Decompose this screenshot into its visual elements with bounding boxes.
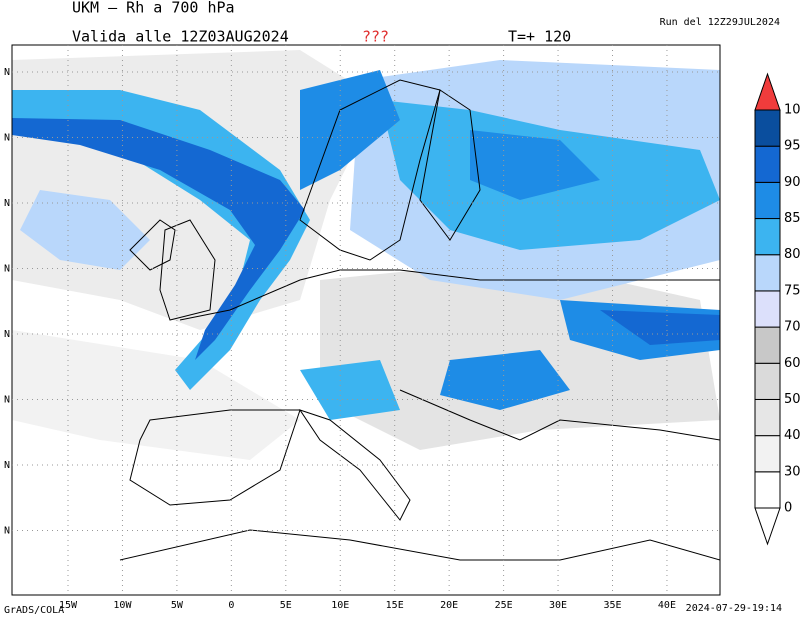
forecast-step: T=+ 120 [508, 28, 571, 46]
lat-label: N [4, 198, 10, 209]
lat-label: N [4, 329, 10, 340]
colorbar-label: 85 [784, 211, 800, 226]
lon-label: 0 [228, 600, 234, 611]
colorbar-bin [754, 362, 781, 400]
lon-label: 5W [171, 600, 184, 611]
lon-label: 10W [113, 600, 132, 611]
lat-label: N [4, 460, 10, 471]
colorbar-bin [754, 290, 781, 328]
lat-label: N [4, 264, 10, 275]
graticule: 15W 10W 5W 0 5E 10E 15E 20E 25E 30E 35E 40E N N N N N N N N [4, 45, 720, 611]
colorbar-label: 70 [784, 320, 800, 335]
colorbar-label: 40 [784, 428, 800, 443]
colorbar-bin [754, 435, 781, 473]
colorbar-bin [754, 109, 781, 147]
colorbar-label: 0 [784, 501, 792, 516]
title: UKM – Rh a 700 hPa [72, 0, 235, 17]
footer-right: 2024-07-29-19:14 [686, 603, 782, 614]
lon-label: 15E [386, 600, 404, 611]
colorbar-label: 30 [784, 464, 800, 479]
colorbar-bin [754, 181, 781, 220]
colorbar-label: 75 [784, 283, 800, 298]
lat-label: N [4, 526, 10, 537]
colorbar-label: 100 [784, 103, 800, 118]
lon-label: 20E [440, 600, 458, 611]
colorbar-label: 90 [784, 175, 800, 190]
colorbar-bin [754, 398, 781, 437]
lon-label: 30E [549, 600, 567, 611]
colorbar-label: 95 [784, 139, 800, 154]
lat-label: N [4, 67, 10, 78]
colorbar-bin [754, 218, 781, 256]
lon-label: 5E [280, 600, 292, 611]
map: 15W 10W 5W 0 5E 10E 15E 20E 25E 30E 35E 40E N N N N N N N N [4, 44, 721, 611]
colorbar-over [754, 72, 781, 111]
colorbar-bin [754, 471, 781, 509]
lat-label: N [4, 133, 10, 144]
colorbar-label: 50 [784, 392, 800, 407]
lon-label: 15W [59, 600, 78, 611]
flag: ??? [362, 28, 389, 46]
colorbar-label: 60 [784, 356, 800, 371]
lon-label: 40E [658, 600, 676, 611]
colorbar-bin [754, 326, 781, 364]
lat-label: N [4, 395, 10, 406]
map-field [12, 45, 720, 595]
colorbar-bin [754, 254, 781, 292]
colorbar: 0 30 40 50 60 70 75 80 85 90 95 100 [754, 72, 800, 546]
lon-label: 25E [495, 600, 513, 611]
valid-time: Valida alle 12Z03AUG2024 [72, 28, 289, 46]
run-info: Run del 12Z29JUL2024 [660, 17, 780, 28]
lon-label: 35E [603, 600, 621, 611]
footer-left: GrADS/COLA [4, 605, 64, 616]
colorbar-under [754, 507, 781, 546]
colorbar-label: 80 [784, 247, 800, 262]
lon-label: 10E [331, 600, 349, 611]
map-frame [11, 44, 721, 596]
colorbar-bin [754, 145, 781, 183]
